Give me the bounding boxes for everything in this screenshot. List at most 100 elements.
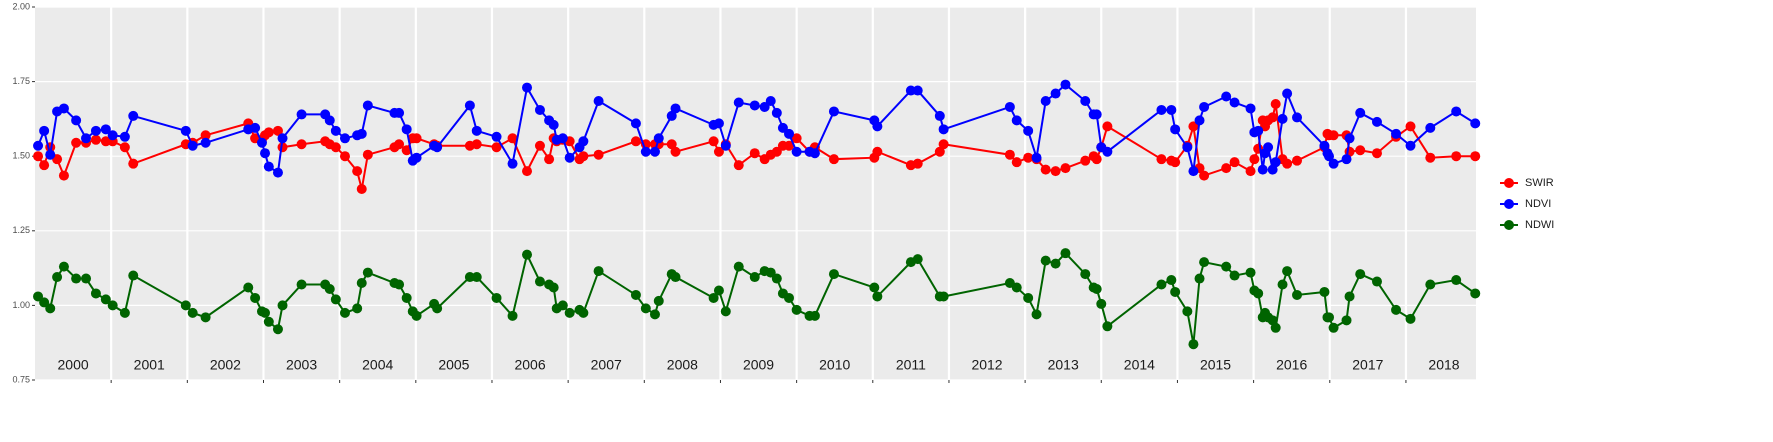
point bbox=[339, 133, 350, 144]
point bbox=[713, 118, 724, 129]
y-tick-label: 0.75 bbox=[12, 374, 30, 384]
point bbox=[1328, 322, 1339, 333]
point bbox=[1040, 255, 1051, 266]
point bbox=[1292, 289, 1303, 300]
point bbox=[1282, 266, 1293, 277]
point bbox=[107, 300, 118, 311]
point bbox=[1170, 157, 1181, 168]
point bbox=[564, 307, 575, 318]
point bbox=[872, 146, 883, 157]
point bbox=[277, 300, 288, 311]
y-tick-label: 1.00 bbox=[12, 300, 30, 310]
y-tick-label: 1.75 bbox=[12, 76, 30, 86]
point bbox=[630, 289, 641, 300]
point bbox=[1371, 116, 1382, 127]
point bbox=[1257, 164, 1268, 175]
point bbox=[507, 133, 518, 144]
point bbox=[1102, 321, 1113, 332]
point bbox=[260, 148, 271, 159]
point bbox=[749, 272, 760, 283]
point bbox=[912, 85, 923, 96]
point bbox=[1080, 269, 1091, 280]
point bbox=[187, 140, 198, 151]
point bbox=[263, 316, 274, 327]
point bbox=[548, 282, 559, 293]
point bbox=[1050, 88, 1061, 99]
point bbox=[593, 266, 604, 277]
point bbox=[912, 158, 923, 169]
point bbox=[1156, 279, 1167, 290]
point bbox=[1270, 322, 1281, 333]
point bbox=[733, 160, 744, 171]
point bbox=[1328, 130, 1339, 141]
point bbox=[1050, 166, 1061, 177]
point bbox=[522, 249, 533, 260]
point bbox=[791, 133, 802, 144]
point bbox=[872, 121, 883, 132]
point bbox=[548, 119, 559, 130]
point bbox=[339, 307, 350, 318]
point bbox=[1405, 121, 1416, 132]
point bbox=[828, 154, 839, 165]
point bbox=[71, 137, 82, 148]
point bbox=[670, 103, 681, 114]
point bbox=[100, 294, 111, 305]
point bbox=[557, 133, 568, 144]
point bbox=[670, 146, 681, 157]
point bbox=[1425, 152, 1436, 163]
point bbox=[432, 303, 443, 314]
point bbox=[1156, 154, 1167, 165]
point bbox=[534, 276, 545, 287]
point bbox=[1229, 270, 1240, 281]
point bbox=[128, 110, 139, 121]
point bbox=[1102, 146, 1113, 157]
point bbox=[491, 131, 502, 142]
point bbox=[296, 109, 307, 120]
point bbox=[180, 300, 191, 311]
point bbox=[1263, 142, 1274, 153]
point bbox=[544, 154, 555, 165]
point bbox=[401, 145, 412, 156]
point bbox=[1282, 158, 1293, 169]
point bbox=[1166, 275, 1177, 286]
point bbox=[912, 254, 923, 265]
point bbox=[640, 146, 651, 157]
point bbox=[58, 103, 69, 114]
point bbox=[277, 133, 288, 144]
point bbox=[522, 166, 533, 177]
point bbox=[578, 151, 589, 162]
point bbox=[828, 269, 839, 280]
point bbox=[243, 282, 254, 293]
point bbox=[1194, 115, 1205, 126]
point bbox=[630, 136, 641, 147]
x-tick-label: 2014 bbox=[1124, 357, 1155, 373]
point bbox=[1277, 113, 1288, 124]
point bbox=[557, 300, 568, 311]
point bbox=[666, 139, 677, 150]
point bbox=[1221, 91, 1232, 102]
point bbox=[934, 146, 945, 157]
point bbox=[1282, 88, 1293, 99]
point bbox=[708, 292, 719, 303]
point bbox=[71, 273, 82, 284]
point bbox=[1253, 125, 1264, 136]
point bbox=[1355, 269, 1366, 280]
x-tick-label: 2016 bbox=[1276, 357, 1307, 373]
point bbox=[1371, 148, 1382, 159]
point bbox=[733, 261, 744, 272]
point bbox=[272, 167, 283, 178]
point bbox=[339, 151, 350, 162]
point bbox=[653, 133, 664, 144]
legend-key-point bbox=[1504, 199, 1514, 209]
x-tick-label: 2004 bbox=[362, 357, 393, 373]
point bbox=[593, 95, 604, 106]
x-tick-label: 2018 bbox=[1428, 357, 1459, 373]
point bbox=[71, 115, 82, 126]
point bbox=[491, 292, 502, 303]
point bbox=[394, 107, 405, 118]
point bbox=[1004, 101, 1015, 112]
point bbox=[1267, 112, 1278, 123]
point bbox=[1229, 97, 1240, 108]
y-tick-label: 2.00 bbox=[12, 1, 30, 11]
